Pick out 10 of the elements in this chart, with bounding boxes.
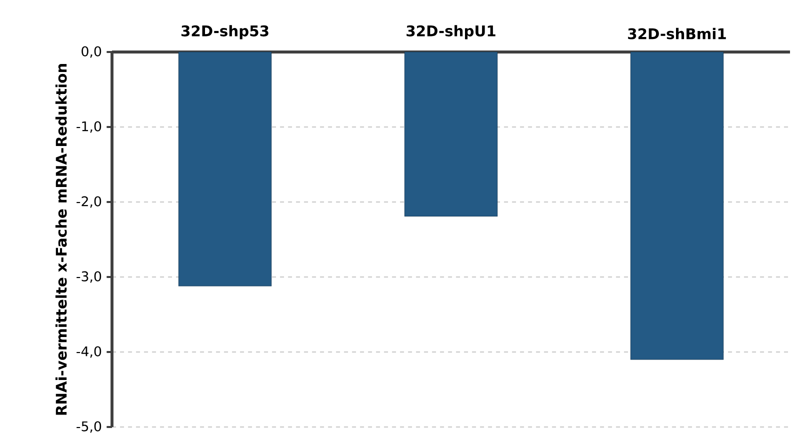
x-tick-label: 32D-shp53 xyxy=(181,25,268,40)
y-tick-label: -3,0 xyxy=(76,271,102,283)
y-tick-label: -4,0 xyxy=(76,346,102,358)
y-axis-title: RNAi-vermittelte x-Fache mRNA-Reduktion xyxy=(55,64,67,415)
y-tick-label: -1,0 xyxy=(76,121,102,133)
y-tick-label: -5,0 xyxy=(76,421,102,433)
x-tick-label: 32D-shBmi1 xyxy=(628,28,726,40)
y-tick-label: 0,0 xyxy=(82,46,102,58)
y-tick-label: -2,0 xyxy=(76,196,102,208)
x-tick-label: 32D-shpU1 xyxy=(406,25,496,40)
